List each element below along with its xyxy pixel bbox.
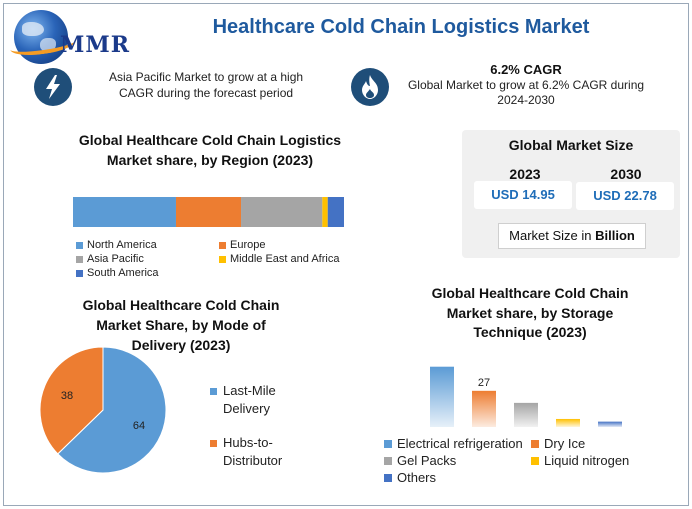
- storage-chart-title-line2: Market share, by Storage: [446, 305, 614, 321]
- legend-middle-east-africa: Middle East and Africa: [219, 253, 339, 265]
- region-chart-title-line1: Global Healthcare Cold Chain Logistics: [78, 132, 342, 148]
- bar-electrical-refrigeration: [430, 366, 454, 427]
- year-2030: 2030: [610, 166, 642, 182]
- legend-electrical-refrigeration: Electrical refrigeration: [384, 436, 523, 451]
- legend-swatch: [210, 439, 217, 447]
- pie-chart-title-line3: Delivery (2023): [131, 337, 231, 353]
- legend-swatch: [531, 456, 539, 465]
- cagr-value: 6.2% CAGR: [490, 62, 562, 77]
- storage-chart-title-line3: Technique (2023): [473, 324, 587, 340]
- legend-others: Others: [384, 470, 436, 485]
- info-left-line1: Asia Pacific Market to grow at a high: [108, 70, 304, 84]
- info-right-line1: Global Market to grow at 6.2% CAGR durin…: [407, 78, 645, 92]
- unit-label: Market Size in Billion: [498, 223, 646, 249]
- pie-data-label: 64: [133, 420, 145, 432]
- legend-liquid-nitrogen: Liquid nitrogen: [531, 453, 629, 468]
- legend-south-america: South America: [76, 267, 159, 279]
- pie-chart-title-line1: Global Healthcare Cold Chain: [82, 297, 280, 313]
- bar-gel-packs: [514, 402, 538, 427]
- info-left-line2: CAGR during the forecast period: [118, 86, 294, 100]
- pie-chart-title-line2: Market Share, by Mode of: [96, 317, 266, 333]
- logo-text: MMR: [60, 32, 130, 58]
- lightning-icon: [34, 68, 72, 106]
- page-frame: [3, 3, 689, 506]
- legend-europe: Europe: [219, 239, 265, 251]
- pie-legend-last-mile: Last-Mile Delivery: [210, 382, 276, 418]
- legend-label: Liquid nitrogen: [544, 453, 630, 468]
- info-right-line2: 2024-2030: [497, 93, 555, 107]
- bar-data-label: 27: [478, 377, 490, 389]
- legend-swatch: [219, 255, 226, 263]
- legend-swatch: [76, 269, 83, 277]
- year-2023: 2023: [509, 166, 541, 182]
- pie-legend-hubs: Hubs-to- Distributor: [210, 434, 282, 470]
- flame-icon: [351, 68, 389, 106]
- legend-swatch: [210, 387, 217, 395]
- legend-label: North America: [87, 239, 157, 251]
- bar-dry-ice: [472, 390, 496, 427]
- unit-bold: Billion: [595, 228, 635, 243]
- delivery-pie-chart: 64 38: [39, 346, 167, 474]
- legend-swatch: [384, 456, 392, 465]
- legend-swatch: [76, 241, 83, 249]
- legend-north-america: North America: [76, 239, 157, 251]
- bar-liquid-nitrogen: [556, 418, 580, 427]
- legend-swatch: [531, 439, 539, 448]
- pie-slice-last-mile-delivery: [57, 346, 167, 474]
- bar-others: [598, 421, 622, 427]
- legend-label: Dry Ice: [544, 436, 586, 451]
- page-title: Healthcare Cold Chain Logistics Market: [212, 16, 590, 38]
- legend-dry-ice: Dry Ice: [531, 436, 585, 451]
- legend-label: Last-Mile: [223, 383, 276, 398]
- legend-gel-packs: Gel Packs: [384, 453, 456, 468]
- pie-data-label: 38: [61, 390, 73, 402]
- legend-label: Hubs-to-: [223, 435, 273, 450]
- legend-label: Europe: [230, 239, 266, 251]
- legend-label: South America: [87, 267, 159, 279]
- legend-label-cont: Delivery: [223, 401, 270, 416]
- legend-asia-pacific: Asia Pacific: [76, 253, 144, 265]
- region-chart-title-line2: Market share, by Region (2023): [106, 152, 314, 168]
- value-2023: USD 14.95: [474, 181, 572, 209]
- legend-label: Middle East and Africa: [230, 253, 340, 265]
- bar-segment-europe: [175, 197, 242, 227]
- bar-segment-asia-pacific: [241, 197, 323, 227]
- legend-swatch: [384, 473, 392, 482]
- legend-swatch: [384, 439, 392, 448]
- pie-slice-hubs-to-distributor: [39, 346, 104, 455]
- legend-swatch: [76, 255, 83, 263]
- bar-segment-south-america: [327, 197, 344, 227]
- legend-label: Gel Packs: [397, 453, 457, 468]
- legend-swatch: [219, 241, 226, 249]
- bar-segment-middle-east-and-africa: [322, 197, 328, 227]
- legend-label: Electrical refrigeration: [397, 436, 523, 451]
- storage-bar-chart: 27: [430, 366, 622, 427]
- unit-prefix: Market Size in: [509, 228, 596, 243]
- region-stacked-bar: [73, 197, 344, 227]
- legend-label-cont: Distributor: [223, 453, 283, 468]
- value-2030: USD 22.78: [576, 182, 674, 210]
- storage-chart-title-line1: Global Healthcare Cold Chain: [431, 285, 629, 301]
- legend-label: Asia Pacific: [87, 253, 144, 265]
- bar-segment-north-america: [73, 197, 176, 227]
- legend-label: Others: [397, 470, 437, 485]
- mmr-logo-globe-icon: [14, 10, 68, 64]
- market-size-title: Global Market Size: [508, 137, 634, 153]
